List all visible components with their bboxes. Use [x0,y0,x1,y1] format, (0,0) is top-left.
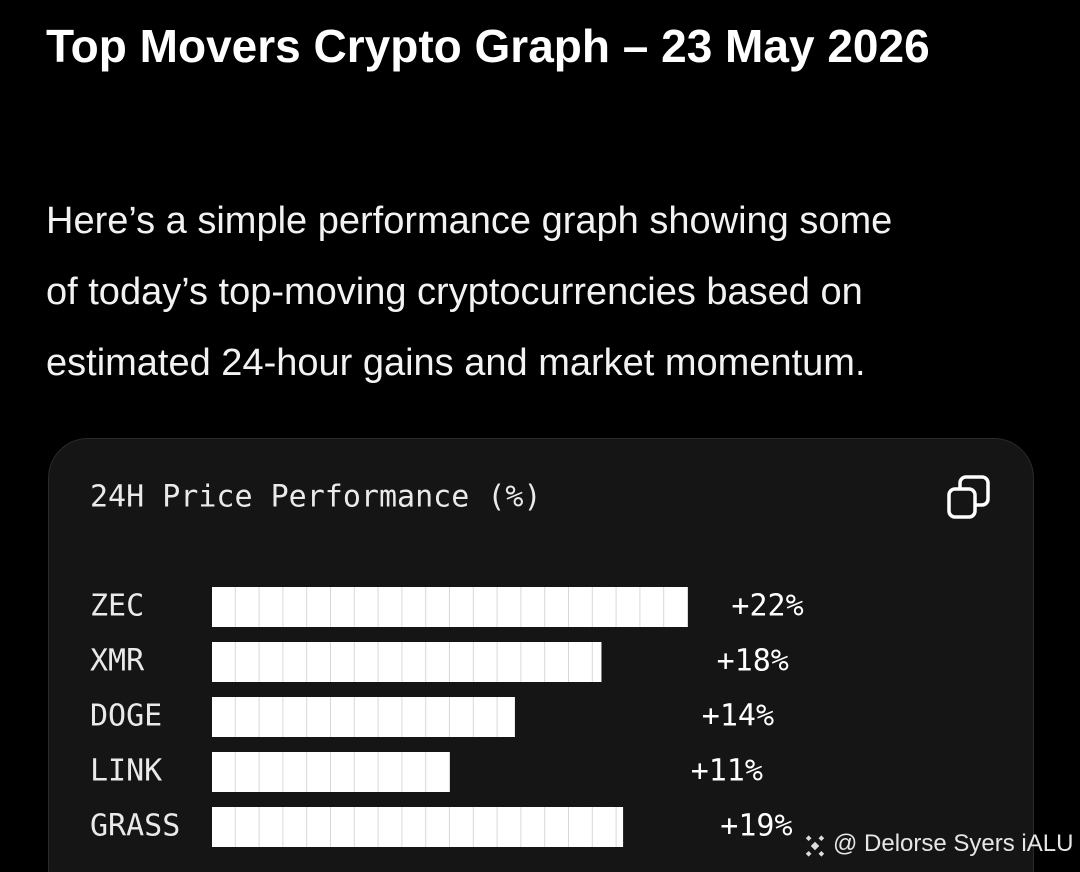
intro-line: estimated 24-hour gains and market momen… [46,342,866,384]
watermark: @ Delorse Syers iALU [833,830,1074,857]
value-label: +11% [691,754,763,789]
value-label: +19% [720,809,792,844]
category-label: LINK [90,754,162,789]
intro-line: Here’s a simple performance graph showin… [46,200,893,242]
bar [212,752,450,792]
bar [212,807,624,847]
category-label: GRASS [90,809,180,844]
copy-button[interactable] [947,475,990,519]
post-title: Top Movers Crypto Graph – 23 May 2026 [46,20,930,72]
bar [212,642,602,682]
intro-text: Here’s a simple performance graph showin… [46,186,892,399]
watermark-logo [805,835,825,857]
category-label: ZEC [90,589,144,624]
bar [212,697,515,737]
chart-title: 24H Price Performance (%) [90,480,542,515]
value-label: +22% [731,589,803,624]
intro-line: of today’s top-moving cryptocurrencies b… [46,271,863,313]
value-label: +14% [702,699,774,734]
bar [212,587,688,627]
category-label: XMR [90,644,145,679]
category-label: DOGE [90,699,162,734]
value-label: +18% [717,644,789,679]
